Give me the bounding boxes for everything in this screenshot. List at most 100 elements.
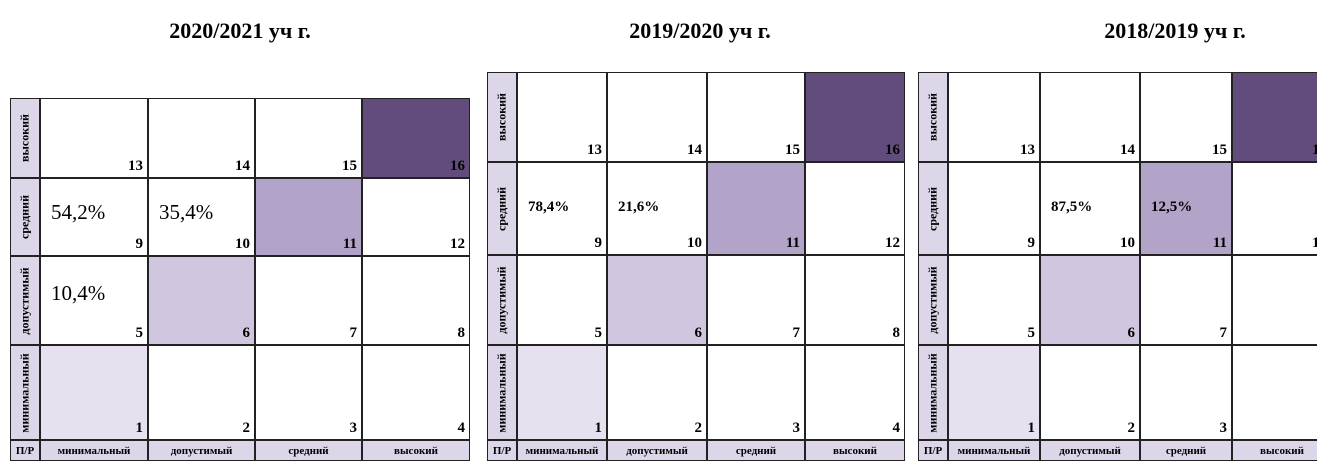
cell-number: 8: [457, 325, 466, 341]
matrix-cell: 5: [948, 255, 1040, 345]
cell-number: 6: [1127, 325, 1136, 341]
matrix-cell: 8: [1232, 255, 1317, 345]
cell-number: 12: [1312, 235, 1317, 251]
cell-number: 5: [594, 325, 603, 341]
cell-number: 3: [349, 420, 358, 436]
cell-number: 1: [135, 420, 144, 436]
row-label: допустимый: [918, 255, 948, 345]
column-label: минимальный: [517, 440, 607, 461]
matrix-cell: 5 10,4%: [40, 256, 148, 345]
matrix-cell: 12: [1232, 162, 1317, 255]
cell-number: 14: [235, 158, 250, 174]
cell-number: 16: [1312, 142, 1317, 158]
matrix-cell: 1: [40, 345, 148, 440]
cell-number: 16: [885, 142, 900, 158]
row-label: средний: [487, 162, 517, 255]
matrix-cell: 9 78,4%: [517, 162, 607, 255]
row-label-text: минимальный: [494, 352, 509, 433]
cell-number: 14: [1120, 142, 1135, 158]
matrix-cell: 13: [40, 98, 148, 178]
cell-number: 10: [1120, 235, 1135, 251]
row-label-text: допустимый: [925, 266, 940, 334]
cell-percent: 10,4%: [51, 281, 106, 306]
matrix-cell: 4: [805, 345, 905, 440]
row-label: минимальный: [487, 345, 517, 440]
cell-number: 13: [1020, 142, 1035, 158]
cell-number: 15: [342, 158, 357, 174]
cell-number: 15: [1212, 142, 1227, 158]
column-label: высокий: [805, 440, 905, 461]
matrix-cell: 9 54,2%: [40, 178, 148, 256]
matrix-cell: 6: [607, 255, 707, 345]
matrix-cell: 14: [148, 98, 255, 178]
matrix-cell: 13: [517, 72, 607, 162]
matrix-cell: 7: [255, 256, 362, 345]
column-label: средний: [255, 440, 362, 461]
matrix-cell: 12: [362, 178, 470, 256]
matrix-cell: 4: [362, 345, 470, 440]
cell-number: 2: [242, 420, 251, 436]
matrix-cell: 15: [1140, 72, 1232, 162]
matrix-cell: 2: [1040, 345, 1140, 440]
row-label: высокий: [487, 72, 517, 162]
row-label-text: высокий: [925, 93, 940, 141]
row-label-text: средний: [17, 195, 32, 239]
panel-title: 2020/2021 уч г.: [169, 18, 311, 43]
matrix: высокий 13 14 15 16 средний 9 78,4% 10 21,6% 11 12 д…: [487, 72, 905, 461]
cell-number: 1: [1027, 420, 1036, 436]
column-label: допустимый: [607, 440, 707, 461]
cell-number: 3: [1219, 420, 1228, 436]
cell-number: 4: [457, 420, 466, 436]
matrix-cell: 15: [255, 98, 362, 178]
cell-number: 16: [450, 158, 465, 174]
column-label: высокий: [362, 440, 470, 461]
matrix-cell: 9: [948, 162, 1040, 255]
matrix-cell: 11 12,5%: [1140, 162, 1232, 255]
matrix: высокий 13 14 15 16 средний 9 54,2% 10 35,4% 11 12 д…: [10, 98, 470, 461]
row-label-text: средний: [494, 186, 509, 231]
cell-number: 4: [892, 420, 901, 436]
matrix-cell: 6: [1040, 255, 1140, 345]
cell-number: 8: [892, 325, 901, 341]
row-label-text: допустимый: [494, 266, 509, 334]
matrix-cell: 6: [148, 256, 255, 345]
cell-number: 11: [1212, 235, 1227, 251]
matrix-cell: 12: [805, 162, 905, 255]
row-label-text: высокий: [494, 93, 509, 141]
row-label-text: минимальный: [925, 352, 940, 433]
column-label: минимальный: [948, 440, 1040, 461]
matrix-cell: 3: [1140, 345, 1232, 440]
column-label: допустимый: [1040, 440, 1140, 461]
column-label: допустимый: [148, 440, 255, 461]
cell-number: 7: [349, 325, 358, 341]
cell-number: 12: [450, 236, 465, 252]
cell-number: 1: [594, 420, 603, 436]
matrix-cell: 1: [948, 345, 1040, 440]
cell-number: 13: [128, 158, 143, 174]
cell-number: 5: [135, 325, 144, 341]
cell-number: 3: [792, 420, 801, 436]
matrix-cell: 11: [707, 162, 805, 255]
matrix-cell: 4: [1232, 345, 1317, 440]
cell-number: 6: [694, 325, 703, 341]
cell-percent: 12,5%: [1151, 199, 1193, 216]
cell-number: 13: [587, 142, 602, 158]
cell-percent: 87,5%: [1051, 199, 1093, 216]
matrix-cell: 13: [948, 72, 1040, 162]
cell-number: 7: [792, 325, 801, 341]
matrix-cell: 7: [707, 255, 805, 345]
cell-number: 5: [1027, 325, 1036, 341]
cell-number: 11: [342, 236, 357, 252]
cell-number: 2: [694, 420, 703, 436]
column-label: П/Р: [487, 440, 517, 461]
row-label: высокий: [918, 72, 948, 162]
cell-number: 10: [235, 236, 250, 252]
column-label: П/Р: [10, 440, 40, 461]
matrix-cell: 7: [1140, 255, 1232, 345]
matrix: высокий13141516средний91087,5%1112,5%12д…: [918, 72, 1317, 461]
matrix-cell: 2: [607, 345, 707, 440]
matrix-cell: 16: [1232, 72, 1317, 162]
matrix-cell: 15: [707, 72, 805, 162]
matrix-cell: 2: [148, 345, 255, 440]
row-label: допустимый: [487, 255, 517, 345]
